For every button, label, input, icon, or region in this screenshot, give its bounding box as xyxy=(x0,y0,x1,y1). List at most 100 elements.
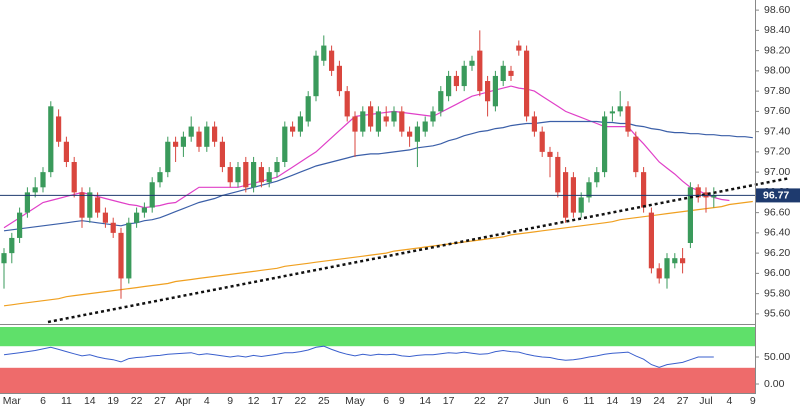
candle-body xyxy=(485,81,491,102)
y-tick-label: 96.40 xyxy=(764,227,790,239)
candle-body xyxy=(438,91,444,112)
candle-body xyxy=(40,172,46,188)
candle-body xyxy=(141,207,147,213)
candle-body xyxy=(17,212,23,238)
candle-body xyxy=(204,126,210,147)
last-price-label: 96.77 xyxy=(763,190,789,202)
candle-body xyxy=(500,65,506,81)
candle-body xyxy=(235,167,241,183)
candle-body xyxy=(243,162,249,188)
candle-body xyxy=(469,60,475,66)
candle-body xyxy=(63,141,69,162)
x-tick-label: 11 xyxy=(61,395,72,407)
candle-body xyxy=(110,222,116,233)
x-tick-label: 27 xyxy=(154,395,166,407)
candle-body xyxy=(555,156,561,193)
candle-body xyxy=(219,141,225,168)
moving-average xyxy=(3,85,730,229)
y-tick-label: 98.60 xyxy=(764,4,790,16)
x-tick-label: 25 xyxy=(318,395,330,407)
x-tick-label: Jul xyxy=(699,395,712,407)
candle-body xyxy=(375,111,381,132)
x-tick-label: 12 xyxy=(248,395,260,407)
candle-body xyxy=(383,116,389,122)
candle-body xyxy=(1,253,7,264)
candle-body xyxy=(87,192,93,218)
y-tick-label: 98.20 xyxy=(764,44,790,56)
candle-body xyxy=(282,126,288,162)
candle-body xyxy=(149,182,155,208)
candle-body xyxy=(586,182,592,198)
candle-body xyxy=(578,197,584,213)
candle-body xyxy=(633,136,639,173)
candle-body xyxy=(414,126,420,142)
candle-body xyxy=(48,106,54,173)
candle-body xyxy=(329,50,335,71)
x-tick-label: 14 xyxy=(84,395,96,407)
x-tick-label: 27 xyxy=(497,395,509,407)
candle-body xyxy=(524,50,530,117)
candle-body xyxy=(422,121,428,132)
candle-body xyxy=(656,268,662,279)
candle-body xyxy=(188,126,194,137)
candle-body xyxy=(446,75,452,97)
candle-body xyxy=(274,162,280,173)
candle-body xyxy=(95,197,101,213)
candle-body xyxy=(711,195,717,198)
moving-average xyxy=(3,200,753,307)
candle-body xyxy=(180,136,186,147)
overlay: 95.6095.8096.0096.2096.4096.6096.8097.00… xyxy=(0,4,800,407)
y-tick-label: 95.60 xyxy=(764,308,790,320)
candle-body xyxy=(79,192,85,218)
candle-body xyxy=(492,75,498,107)
candle-body xyxy=(56,116,62,142)
candle-body xyxy=(157,172,163,183)
y-tick-label: 96.00 xyxy=(764,267,790,279)
x-tick-label: 14 xyxy=(419,395,431,407)
y-tick-label: 96.60 xyxy=(764,206,790,218)
candle-body xyxy=(134,212,140,223)
candle-body xyxy=(71,162,77,193)
candle-body xyxy=(258,167,264,183)
candle-body xyxy=(477,50,483,92)
candle-body xyxy=(407,131,413,137)
candle-body xyxy=(563,172,569,218)
candle-body xyxy=(305,96,311,122)
candle-body xyxy=(695,187,701,198)
y-tick-label: 97.60 xyxy=(764,105,790,117)
x-tick-label: 4 xyxy=(726,395,732,407)
candle-body xyxy=(212,126,218,142)
x-tick-label: Jun xyxy=(534,395,551,407)
candle-body xyxy=(680,258,686,264)
y-tick-label: 98.00 xyxy=(764,65,790,77)
x-tick-label: 14 xyxy=(607,395,619,407)
candle-body xyxy=(368,106,374,127)
candle-body xyxy=(391,111,397,122)
y-tick-label: 98.40 xyxy=(764,24,790,36)
candle-body xyxy=(313,55,319,97)
candle-body xyxy=(352,116,358,132)
candle-body xyxy=(266,172,272,183)
candle-body xyxy=(126,222,132,279)
overbought-band xyxy=(0,327,755,347)
candle-body xyxy=(344,91,350,117)
candle-body xyxy=(602,116,608,173)
oversold-band xyxy=(0,367,755,393)
candle-body xyxy=(594,172,600,183)
candle-body xyxy=(547,151,553,157)
candle-body xyxy=(24,192,30,213)
candle-body xyxy=(531,116,537,132)
candle-body xyxy=(399,111,405,132)
candle-body xyxy=(360,111,366,132)
x-tick-label: 17 xyxy=(271,395,283,407)
rsi-line xyxy=(3,345,714,368)
x-tick-label: 4 xyxy=(204,395,210,407)
y-tick-label: 50.00 xyxy=(764,351,790,363)
candle-body xyxy=(453,75,459,87)
candle-body xyxy=(609,111,615,114)
rsi-panel xyxy=(0,327,755,393)
y-tick-label: 95.80 xyxy=(764,287,790,299)
candle-body xyxy=(196,131,202,147)
